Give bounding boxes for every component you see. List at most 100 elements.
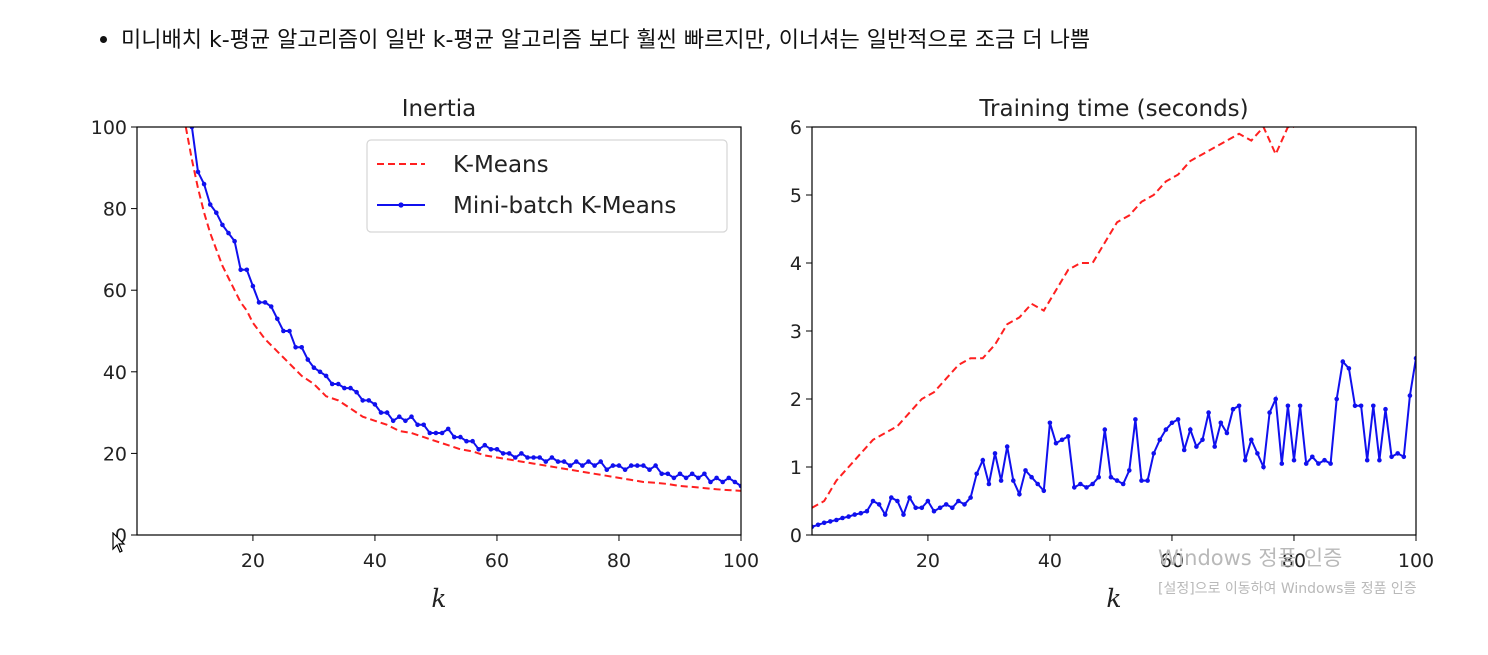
data-point (262, 300, 268, 305)
data-point (561, 459, 567, 464)
data-point (409, 414, 414, 420)
data-point (907, 495, 912, 500)
data-point (378, 410, 384, 415)
data-point (1157, 437, 1163, 443)
data-point (1340, 359, 1346, 364)
data-point (1364, 457, 1370, 463)
data-point (1047, 420, 1053, 426)
data-point (1236, 403, 1242, 409)
data-point (1072, 485, 1077, 490)
data-point (238, 267, 243, 273)
data-point (720, 479, 725, 485)
data-point (858, 510, 864, 516)
data-point (870, 498, 876, 504)
legend-box (366, 139, 728, 233)
data-point (1279, 461, 1285, 466)
data-point (1029, 474, 1034, 480)
data-point (1084, 485, 1089, 490)
data-point (1291, 457, 1297, 463)
data-point (974, 471, 979, 477)
legend-swatch-marker (398, 202, 404, 208)
data-point (1322, 457, 1327, 463)
data-point (311, 365, 317, 371)
data-point (513, 455, 518, 460)
data-point (840, 515, 845, 521)
y-tick-label: 1 (790, 457, 802, 479)
data-point (537, 455, 542, 460)
bullet-text: 미니배치 k-평균 알고리즘이 일반 k-평균 알고리즘 보다 훨씬 빠르지만,… (121, 28, 1091, 53)
series-line (184, 127, 741, 492)
data-point (1053, 440, 1059, 446)
data-point (665, 471, 671, 477)
data-point (864, 508, 870, 514)
data-point (384, 410, 390, 415)
windows-activation-watermark-title: Windows 정품 인증 (1158, 546, 1343, 570)
x-tick-label: 40 (363, 550, 387, 572)
data-point (616, 463, 622, 468)
x-tick-label: 80 (607, 550, 631, 572)
data-point (901, 512, 906, 517)
y-tick-label: 20 (103, 443, 127, 465)
data-point (732, 479, 738, 485)
data-point (256, 300, 262, 305)
data-point (1023, 468, 1028, 473)
data-point (610, 463, 616, 468)
data-point (1206, 410, 1211, 415)
data-point (439, 430, 445, 436)
data-point (956, 498, 961, 504)
data-point (876, 502, 882, 507)
data-point (925, 498, 931, 504)
windows-activation-watermark-subtitle: [설정]으로 이동하여 Windows를 정품 인증 (1158, 581, 1417, 597)
data-point (1145, 478, 1150, 483)
data-point (1090, 481, 1095, 487)
data-point (342, 385, 347, 391)
data-point (1310, 454, 1315, 460)
data-point (329, 381, 335, 387)
data-point (677, 471, 683, 477)
data-point (397, 414, 402, 420)
data-point (299, 345, 305, 350)
bullet-point: 미니배치 k-평균 알고리즘이 일반 k-평균 알고리즘 보다 훨씬 빠르지만,… (100, 22, 1090, 54)
x-tick-label: 80 (1282, 550, 1306, 572)
data-point (1267, 410, 1272, 415)
x-tick-label: 100 (1398, 550, 1434, 572)
data-point (268, 304, 274, 309)
data-point (1127, 468, 1132, 473)
mouse-pointer-icon (112, 532, 126, 553)
data-point (604, 467, 610, 473)
data-point (360, 398, 366, 403)
data-point (305, 357, 311, 362)
data-point (913, 505, 918, 511)
data-point (968, 495, 973, 500)
y-tick-label: 40 (103, 362, 127, 384)
data-point (195, 169, 201, 175)
data-point (494, 447, 500, 452)
data-point (506, 451, 512, 456)
data-point (882, 512, 888, 517)
data-point (641, 463, 646, 468)
data-point (1175, 417, 1181, 422)
data-point (372, 402, 378, 407)
data-point (992, 451, 998, 456)
data-point (986, 481, 992, 487)
y-tick-label: 5 (790, 185, 802, 207)
data-point (232, 238, 237, 244)
data-point (1273, 396, 1278, 402)
data-point (815, 522, 821, 528)
series-line (812, 127, 1294, 509)
series-line (812, 358, 1416, 528)
data-point (689, 471, 695, 477)
data-point (937, 505, 943, 511)
bullet-dot-icon (100, 35, 107, 43)
data-point (500, 451, 506, 456)
data-point (647, 467, 652, 473)
data-point (1035, 481, 1040, 487)
data-point (1242, 457, 1248, 463)
x-tick-label: 60 (485, 550, 509, 572)
data-point (1120, 481, 1126, 487)
data-point (998, 478, 1004, 483)
data-point (828, 519, 833, 524)
data-point (403, 418, 408, 424)
data-point (574, 459, 579, 464)
x-tick-label: 20 (241, 550, 265, 572)
